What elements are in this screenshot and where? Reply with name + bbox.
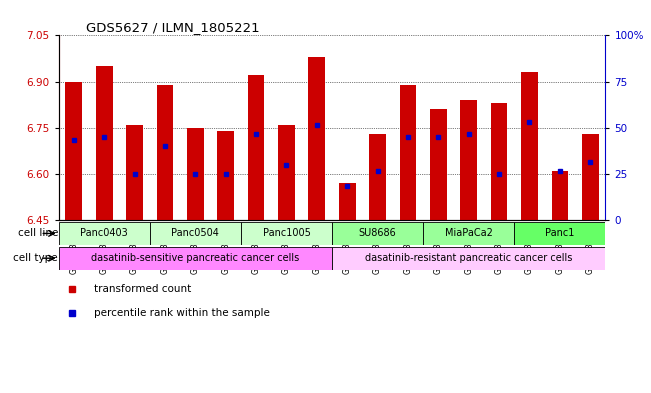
Bar [65, 81, 82, 220]
Bar [514, 222, 605, 245]
Bar [521, 72, 538, 220]
Bar [187, 128, 204, 220]
Text: dasatinib-sensitive pancreatic cancer cells: dasatinib-sensitive pancreatic cancer ce… [91, 253, 299, 263]
Bar [156, 84, 173, 220]
Bar [96, 66, 113, 220]
Text: GDS5627 / ILMN_1805221: GDS5627 / ILMN_1805221 [86, 21, 260, 34]
Text: SU8686: SU8686 [359, 228, 396, 239]
Bar [369, 134, 386, 220]
Text: transformed count: transformed count [94, 284, 191, 294]
Bar [423, 222, 514, 245]
Text: Panc1: Panc1 [545, 228, 575, 239]
Bar [332, 222, 423, 245]
Text: Panc1005: Panc1005 [262, 228, 311, 239]
Bar [241, 222, 332, 245]
Bar [491, 103, 507, 220]
Text: Panc0403: Panc0403 [80, 228, 128, 239]
Bar [217, 131, 234, 220]
Bar [430, 109, 447, 220]
Text: cell line: cell line [18, 228, 58, 239]
Bar [278, 125, 295, 220]
Text: percentile rank within the sample: percentile rank within the sample [94, 308, 270, 318]
Bar [247, 75, 264, 220]
Bar [400, 84, 416, 220]
Bar [460, 100, 477, 220]
Text: dasatinib-resistant pancreatic cancer cells: dasatinib-resistant pancreatic cancer ce… [365, 253, 572, 263]
Bar [126, 125, 143, 220]
Text: MiaPaCa2: MiaPaCa2 [445, 228, 493, 239]
Bar [551, 171, 568, 220]
Bar [309, 57, 325, 220]
Bar [59, 247, 332, 270]
Bar [339, 183, 355, 220]
Text: cell type: cell type [14, 253, 58, 263]
Text: Panc0504: Panc0504 [171, 228, 219, 239]
Bar [150, 222, 241, 245]
Bar [332, 247, 605, 270]
Bar [582, 134, 598, 220]
Bar [59, 222, 150, 245]
